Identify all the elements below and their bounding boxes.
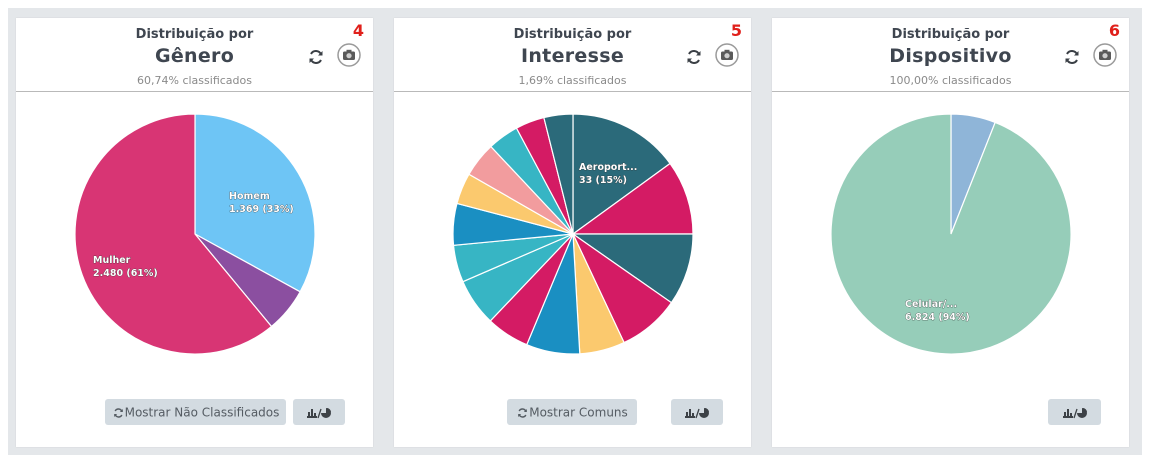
pie-slice-homem[interactable] [194, 113, 316, 293]
card-number: 5 [730, 21, 742, 40]
card-header: Distribuição por Gênero 60,74% classific… [16, 18, 373, 92]
card-number: 4 [352, 21, 364, 40]
refresh-icon[interactable] [1063, 48, 1081, 66]
chart-type-toggle-button[interactable] [1048, 399, 1101, 425]
pie-slice-s2[interactable] [571, 162, 694, 235]
card-interest: Distribuição por Interesse 1,69% classif… [394, 18, 751, 447]
pie-slice-celular[interactable] [830, 113, 1072, 355]
slice-label-name: Celular/... [905, 299, 957, 310]
pie-slice-s3[interactable] [571, 233, 694, 304]
interest-pie-chart: Aeroport... 33 (15%) [452, 113, 694, 355]
bar-pie-toggle-icon [307, 407, 331, 418]
camera-icon[interactable] [715, 43, 739, 67]
card-title-prefix: Distribuição por [891, 27, 1010, 42]
camera-icon[interactable] [337, 43, 361, 67]
chart-type-toggle-button[interactable] [293, 399, 345, 425]
refresh-icon[interactable] [685, 48, 703, 66]
card-title-prefix: Distribuição por [135, 27, 254, 42]
card-header: Distribuição por Interesse 1,69% classif… [394, 18, 751, 92]
pie-slice-s15[interactable] [543, 113, 574, 235]
card-number: 6 [1108, 21, 1120, 40]
card-device: Distribuição por Dispositivo 100,00% cla… [772, 18, 1129, 447]
card-title: Gênero [154, 45, 235, 67]
pie-slice-aeroport[interactable] [572, 113, 671, 236]
bar-pie-toggle-icon [1062, 407, 1087, 418]
show-common-button[interactable]: Mostrar Comuns [507, 399, 637, 425]
card-header: Distribuição por Dispositivo 100,00% cla… [772, 18, 1129, 92]
classified-percent: 60,74% classificados [137, 74, 252, 87]
slice-label-name: Mulher [93, 255, 131, 266]
slice-label-name: Aeroport... [579, 162, 637, 173]
card-title: Interesse [520, 45, 625, 67]
card-gender: Distribuição por Gênero 60,74% classific… [16, 18, 373, 447]
chart-type-toggle-button[interactable] [671, 399, 723, 425]
card-title-prefix: Distribuição por [513, 27, 632, 42]
slice-label-value: 33 (15%) [579, 175, 627, 186]
button-label: Mostrar Comuns [529, 405, 628, 420]
slice-label-name: Homem [229, 191, 270, 202]
card-title: Dispositivo [889, 45, 1012, 67]
gender-pie-chart: Homem 1.369 (33%) Mulher 2.480 (61%) [74, 113, 316, 355]
refresh-icon [518, 407, 528, 418]
device-pie-chart: Celular/... 6.824 (94%) [830, 113, 1072, 355]
pie-slice-mulher[interactable] [74, 113, 273, 355]
show-unclassified-button[interactable]: Mostrar Não Classificados [105, 399, 286, 425]
slice-label-value: 1.369 (33%) [229, 204, 294, 215]
classified-percent: 100,00% classificados [889, 74, 1012, 87]
button-label: Mostrar Não Classificados [124, 405, 280, 420]
slice-label-value: 2.480 (61%) [93, 268, 158, 279]
classified-percent: 1,69% classificados [518, 74, 627, 87]
refresh-icon [113, 407, 123, 418]
camera-icon[interactable] [1093, 43, 1117, 67]
refresh-icon[interactable] [307, 48, 325, 66]
slice-label-value: 6.824 (94%) [905, 312, 970, 323]
bar-pie-toggle-icon [685, 407, 709, 418]
